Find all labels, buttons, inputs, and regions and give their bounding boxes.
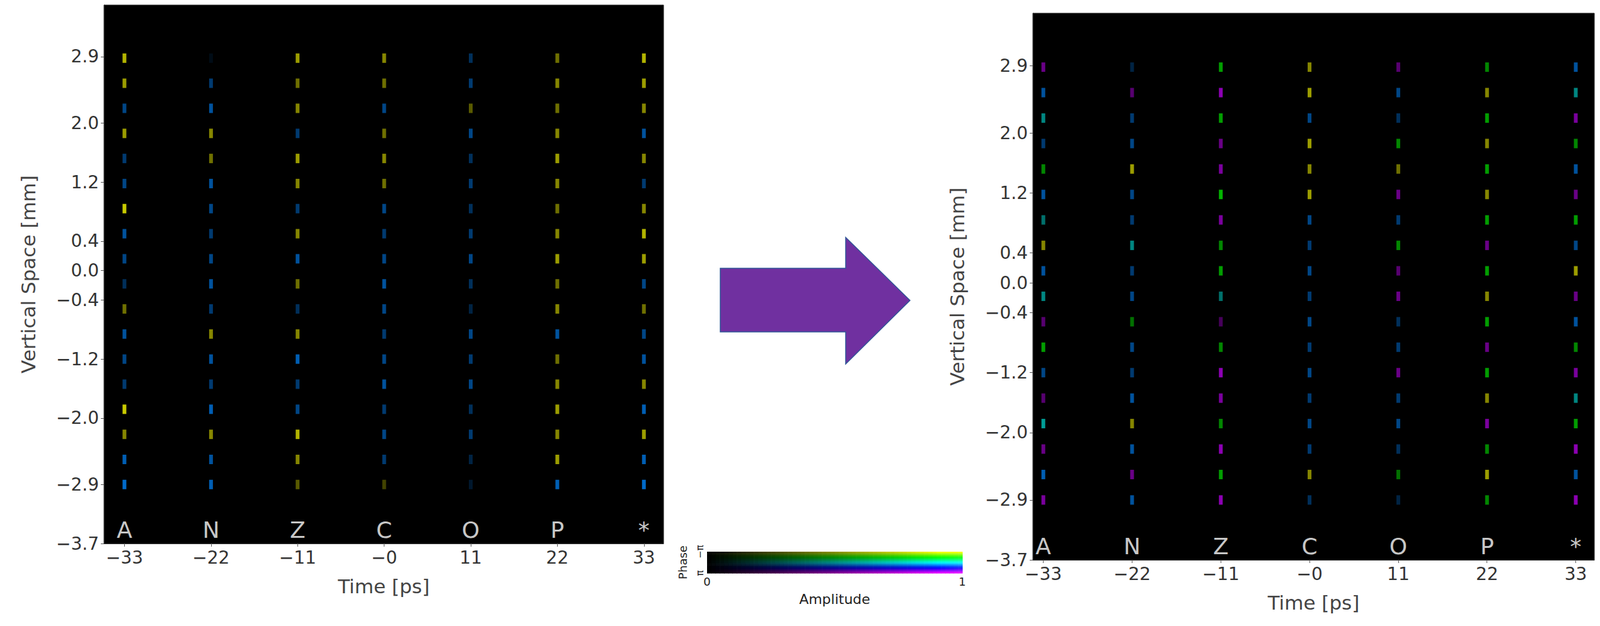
svg-text:−1.2: −1.2 (56, 349, 99, 370)
svg-text:2.9: 2.9 (70, 46, 99, 67)
svg-text:−0.4: −0.4 (56, 289, 99, 311)
svg-text:Time [ps]: Time [ps] (1267, 591, 1360, 615)
svg-text:1.2: 1.2 (999, 182, 1028, 204)
svg-text:1: 1 (958, 575, 966, 589)
svg-text:−33: −33 (1024, 564, 1062, 585)
svg-text:A: A (116, 517, 133, 544)
svg-text:Vertical Space [mm]: Vertical Space [mm] (945, 187, 969, 387)
svg-text:0.4: 0.4 (70, 230, 99, 252)
svg-text:−1.2: −1.2 (984, 362, 1028, 384)
svg-text:Phase: Phase (676, 545, 690, 580)
svg-text:0.4: 0.4 (999, 242, 1028, 264)
svg-text:P: P (550, 517, 565, 544)
svg-text:N: N (1123, 533, 1141, 560)
svg-text:33: 33 (1564, 564, 1588, 585)
svg-text:0: 0 (703, 575, 711, 589)
svg-text:−2.0: −2.0 (56, 407, 99, 429)
svg-text:11: 11 (1387, 564, 1410, 585)
svg-text:−2.9: −2.9 (984, 489, 1028, 511)
svg-text:C: C (1301, 533, 1318, 560)
svg-text:*: * (638, 517, 650, 544)
svg-text:N: N (202, 517, 220, 544)
svg-text:22: 22 (546, 547, 570, 569)
svg-text:−3.7: −3.7 (56, 533, 99, 555)
svg-text:−11: −11 (279, 547, 317, 569)
svg-text:2.0: 2.0 (70, 112, 99, 134)
svg-text:−0.4: −0.4 (984, 302, 1028, 324)
svg-text:Time [ps]: Time [ps] (337, 575, 430, 599)
svg-text:O: O (1389, 533, 1408, 560)
svg-text:2.0: 2.0 (999, 122, 1028, 144)
svg-text:−22: −22 (192, 547, 230, 569)
svg-text:2.9: 2.9 (999, 55, 1028, 77)
svg-text:A: A (1035, 533, 1052, 560)
svg-text:0.0: 0.0 (70, 260, 99, 282)
svg-text:−0: −0 (1296, 564, 1323, 585)
svg-text:−2.9: −2.9 (56, 474, 99, 496)
svg-text:O: O (461, 517, 480, 544)
svg-text:1.2: 1.2 (70, 172, 99, 193)
svg-text:33: 33 (632, 547, 656, 569)
svg-text:0.0: 0.0 (999, 272, 1028, 294)
svg-text:−33: −33 (105, 547, 144, 569)
svg-text:Amplitude: Amplitude (799, 591, 871, 608)
svg-text:Z: Z (289, 517, 306, 544)
svg-text:−π: −π (694, 545, 706, 559)
svg-text:*: * (1570, 533, 1582, 560)
svg-text:Z: Z (1213, 533, 1229, 560)
svg-text:−11: −11 (1202, 564, 1240, 585)
svg-text:−22: −22 (1113, 564, 1151, 585)
svg-text:C: C (376, 517, 392, 544)
svg-text:−2.0: −2.0 (984, 422, 1028, 444)
svg-text:11: 11 (459, 547, 483, 569)
svg-text:−0: −0 (371, 547, 398, 569)
svg-text:π: π (694, 570, 706, 577)
svg-text:Vertical Space [mm]: Vertical Space [mm] (17, 175, 40, 374)
svg-text:−3.7: −3.7 (984, 550, 1028, 571)
svg-text:22: 22 (1475, 564, 1499, 585)
svg-text:P: P (1480, 533, 1495, 560)
